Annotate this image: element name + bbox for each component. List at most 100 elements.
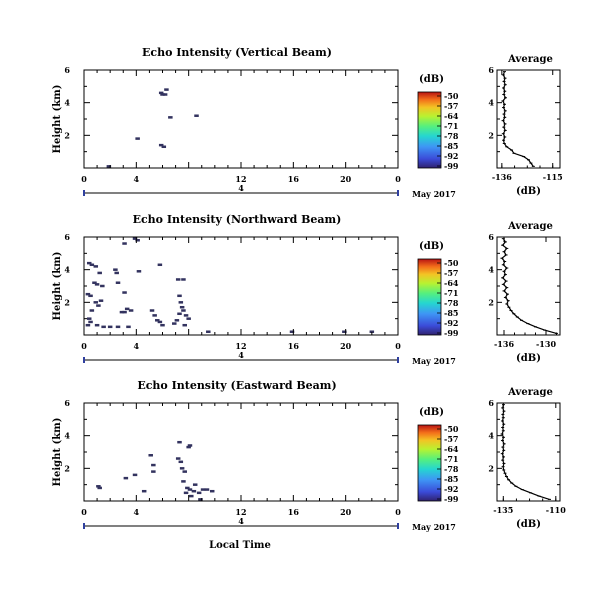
colorbar-tick-label: -99: [444, 494, 459, 504]
echo-cell: [122, 242, 127, 245]
echo-cell: [161, 145, 167, 149]
colorbar-tick-label: -50: [444, 424, 459, 434]
colorbar-tick-label: -85: [444, 474, 458, 484]
echo-cell: [185, 486, 190, 490]
echo-cell: [107, 325, 113, 329]
echo-cell: [178, 301, 184, 304]
x-tick-label: 16: [288, 507, 300, 517]
echo-cell: [182, 470, 187, 473]
colorbar-tick-label: -99: [444, 328, 459, 338]
echo-cell: [186, 445, 191, 449]
echo-cell: [151, 470, 156, 473]
echo-cell: [183, 491, 189, 495]
day-marker: 4: [238, 350, 244, 360]
echo-cell: [93, 265, 99, 268]
echo-cell: [206, 330, 211, 333]
x-tick-label: 0: [395, 507, 401, 517]
echo-cell: [175, 457, 181, 460]
echo-cell: [106, 165, 112, 168]
profile-y-tick-label: 6: [488, 398, 494, 408]
echo-cell: [122, 310, 127, 314]
echo-cell: [168, 116, 173, 119]
profile-y-tick-label: 2: [488, 463, 494, 473]
echo-cell: [157, 263, 163, 267]
echo-cell: [101, 325, 106, 329]
profile-x-tick-label: -110: [546, 505, 566, 515]
colorbar: [417, 258, 442, 336]
echo-cell: [89, 263, 95, 267]
profile-y-tick-label: 4: [488, 265, 494, 275]
echo-cell: [96, 485, 101, 488]
echo-cell: [342, 330, 347, 333]
y-axis-label: Height (km): [52, 418, 63, 487]
y-tick-label: 6: [64, 398, 70, 408]
echo-cell: [183, 314, 189, 317]
echo-cell: [93, 301, 99, 304]
profile-line: [501, 238, 557, 334]
echo-cell: [132, 473, 138, 477]
colorbar-tick-label: -71: [444, 454, 458, 464]
echo-cell: [94, 323, 100, 327]
echo-cell: [148, 454, 153, 457]
y-tick-label: 6: [64, 232, 70, 242]
colorbar-unit: (dB): [419, 241, 444, 252]
echo-cell: [100, 284, 105, 288]
echo-cell: [186, 317, 191, 320]
echo-cell: [114, 271, 119, 275]
echo-cell: [162, 93, 168, 96]
echo-cell: [115, 281, 121, 284]
echo-cell: [189, 494, 194, 498]
colorbar-tick-label: -50: [444, 258, 459, 268]
echo-cell: [97, 271, 102, 275]
x-tick-label: 12: [235, 174, 246, 184]
echo-cell: [92, 281, 97, 284]
profile-line: [501, 404, 550, 500]
colorbar-tick-label: -50: [444, 91, 459, 101]
echo-cell: [178, 460, 184, 464]
profile-x-tick-label: -136: [492, 172, 512, 182]
x-tick-label: 20: [340, 507, 352, 517]
echo-cell: [157, 320, 163, 324]
x-tick-label: 4: [134, 174, 140, 184]
colorbar-tick-label: -71: [444, 121, 458, 131]
panel-title: Echo Intensity (Vertical Beam): [142, 46, 332, 59]
colorbar-tick-label: -99: [444, 161, 459, 171]
echo-cell: [128, 309, 134, 312]
x-tick-label: 20: [340, 341, 352, 351]
profile-title: Average: [507, 54, 553, 65]
colorbar-tick-label: -85: [444, 308, 458, 318]
profile-x-label: (dB): [516, 519, 541, 530]
colorbar-tick-label: -78: [444, 464, 459, 474]
echo-cell: [85, 323, 91, 327]
panel-title: Echo Intensity (Northward Beam): [133, 213, 342, 226]
x-tick-label: 16: [288, 341, 300, 351]
echo-cell: [175, 278, 181, 281]
echo-cell: [191, 489, 197, 493]
x-tick-label: 0: [81, 507, 87, 517]
colorbar-tick-label: -92: [444, 318, 458, 328]
echo-cell: [200, 488, 206, 491]
echo-cell: [289, 330, 295, 333]
echo-cell: [85, 292, 91, 296]
profile-x-label: (dB): [516, 353, 541, 364]
x-tick-label: 4: [134, 341, 140, 351]
y-tick-label: 2: [64, 297, 70, 307]
x-tick-label: 0: [395, 341, 401, 351]
profile-title: Average: [507, 387, 553, 398]
x-tick-label: 12: [235, 341, 246, 351]
profile-y-tick-label: 6: [488, 232, 494, 242]
echo-cell: [119, 310, 125, 314]
y-tick-label: 2: [64, 463, 70, 473]
y-tick-label: 6: [64, 65, 70, 75]
echo-cell: [177, 312, 182, 316]
echo-cell: [369, 330, 375, 333]
echo-cell: [122, 291, 127, 294]
echo-cell: [181, 480, 186, 483]
colorbar-tick-label: -71: [444, 288, 458, 298]
colorbar: [417, 424, 442, 502]
profile-x-tick-label: -115: [543, 172, 563, 182]
y-axis-label: Height (km): [52, 252, 63, 321]
echo-cell: [198, 498, 203, 501]
colorbar-tick-label: -57: [444, 268, 458, 278]
